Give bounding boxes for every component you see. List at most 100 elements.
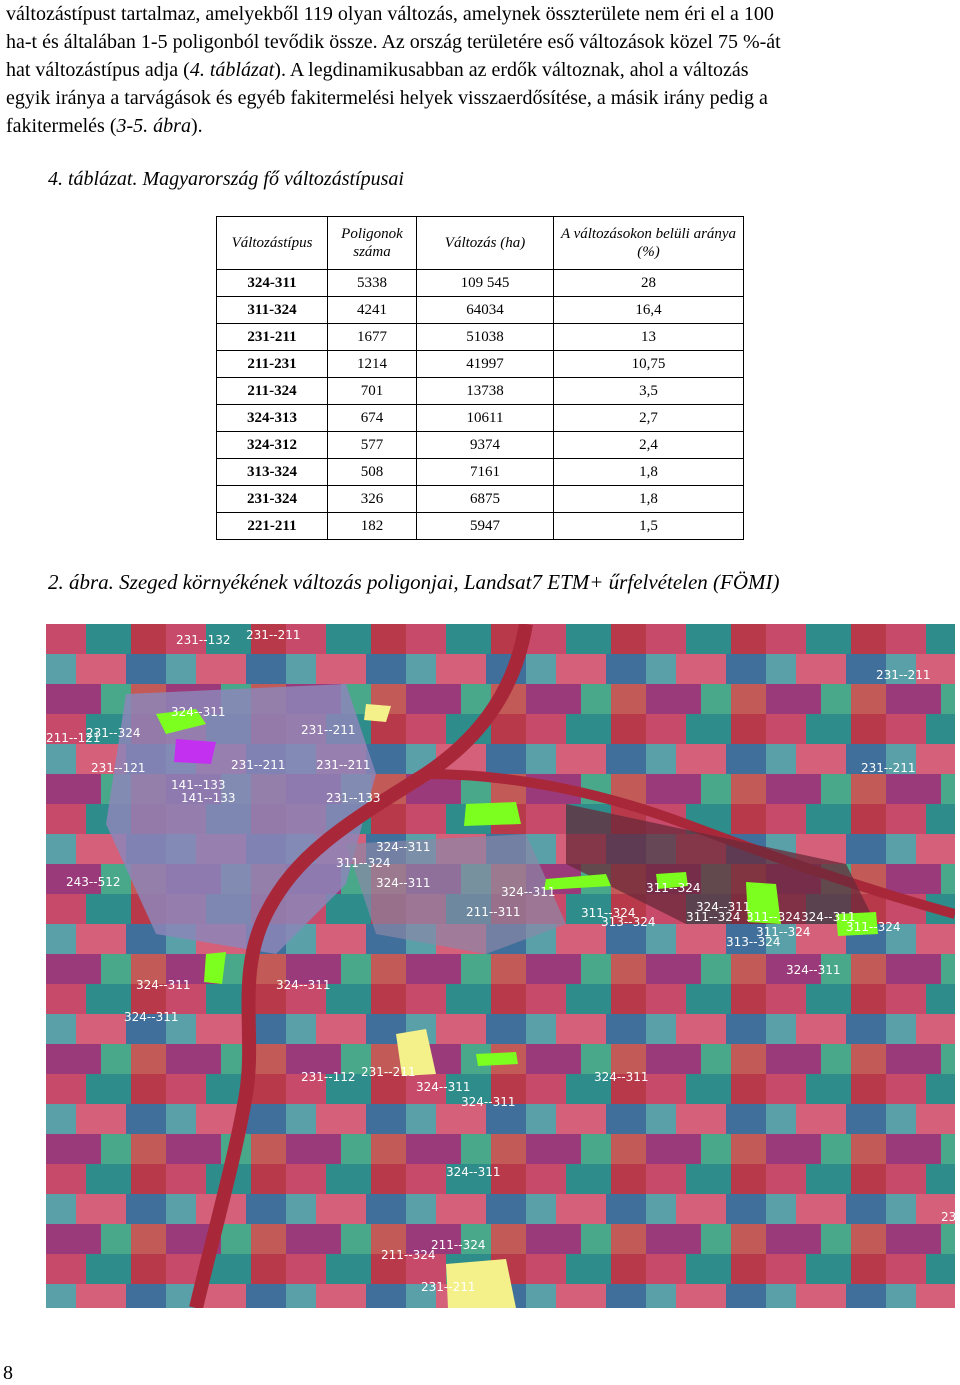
figure-caption: 2. ábra. Szeged környékének változás pol…	[48, 570, 780, 594]
table-cell: 211-231	[216, 350, 328, 378]
floodplain	[566, 804, 876, 924]
body-paragraph: változástípust tartalmaz, amelyekből 119…	[6, 0, 956, 140]
map-label: 313--324	[726, 935, 780, 949]
table-cell: 1,8	[553, 458, 744, 486]
column-header: Változás (ha)	[416, 216, 554, 270]
table-cell: 324-311	[216, 269, 328, 297]
river	[189, 624, 533, 1308]
map-label: 324--311	[376, 876, 430, 890]
map-label-layer: 231--132 231--211231--211324--311211--121…	[46, 628, 955, 1294]
map-label: 141--133	[171, 778, 225, 792]
table-cell: 231-211	[216, 323, 328, 351]
map-label: 211--324	[431, 1238, 485, 1252]
map-label: 231--211	[861, 761, 915, 775]
map-label: 231--211	[876, 668, 930, 682]
table-cell: 326	[327, 485, 417, 513]
map-label: 211--324	[381, 1248, 435, 1262]
table-cell: 674	[327, 404, 417, 432]
column-header: A változásokon belüli aránya (%)	[553, 216, 744, 270]
table-row: 221-211 182 5947 1,5	[216, 512, 744, 540]
map-label: 324--311	[124, 1010, 178, 1024]
table-cell: 1,8	[553, 485, 744, 513]
paragraph-line: ha-t és általában 1-5 poligonból tevődik…	[6, 31, 781, 53]
map-label: 311--324	[756, 925, 810, 939]
map-label: 311--324	[746, 910, 800, 924]
table-cell: 2,7	[553, 404, 744, 432]
table-cell: 231-324	[216, 485, 328, 513]
map-label: 324--311	[446, 1165, 500, 1179]
table-cell: 13	[553, 323, 744, 351]
map-label: 231--132	[176, 633, 230, 647]
paragraph-text: ). A legdinamikusabban az erdők változna…	[274, 59, 749, 81]
table-reference: 4. táblázat	[189, 59, 275, 81]
table-cell: 311-324	[216, 296, 328, 324]
table-cell: 51038	[416, 323, 554, 351]
city-area	[106, 684, 376, 954]
map-label: 324--311	[461, 1095, 515, 1109]
map-label: 324--311	[416, 1080, 470, 1094]
table-cell: 211-324	[216, 377, 328, 405]
map-label: 324--311	[376, 840, 430, 854]
table-row: 231-211 1677 51038 13	[216, 323, 744, 351]
table-cell: 1214	[327, 350, 417, 378]
map-label: 211--311	[466, 905, 520, 919]
map-label: 311--324	[646, 881, 700, 895]
table-row: 313-324 508 7161 1,8	[216, 458, 744, 486]
table-cell: 9374	[416, 431, 554, 459]
paragraph-line: változástípust tartalmaz, amelyekből 119…	[6, 3, 774, 25]
map-label: 231--211	[361, 1065, 415, 1079]
table-cell: 28	[553, 269, 744, 297]
table-caption: 4. táblázat. Magyarország fő változástíp…	[48, 168, 404, 190]
map-label: 311--324	[846, 920, 900, 934]
table-cell: 701	[327, 377, 417, 405]
map-label: 23	[941, 1210, 955, 1224]
map-label: 231--211	[231, 758, 285, 772]
map-label: 231--211	[421, 1280, 475, 1294]
satellite-map-image: 231--132 231--211231--211324--311211--121…	[46, 624, 955, 1308]
table-cell: 3,5	[553, 377, 744, 405]
map-label: 324--311	[501, 885, 555, 899]
map-label: 311--324	[581, 906, 635, 920]
map-label: 231--121	[91, 761, 145, 775]
map-label: 231--211	[316, 758, 370, 772]
table-cell: 324-312	[216, 431, 328, 459]
table-row: 231-324 326 6875 1,8	[216, 485, 744, 513]
map-label: 324--311	[786, 963, 840, 977]
column-header: Változástípus	[216, 216, 328, 270]
table-cell: 7161	[416, 458, 554, 486]
paragraph-line: egyik iránya a tarvágások és egyéb fakit…	[6, 87, 768, 109]
change-type-table: Változástípus Poligonok száma Változás (…	[216, 216, 744, 540]
map-label: 311--324	[336, 856, 390, 870]
paragraph-text: ).	[190, 115, 203, 137]
map-label: 324--311	[696, 900, 750, 914]
map-label: 231--211	[301, 723, 355, 737]
table-cell: 1,5	[553, 512, 744, 540]
map-label: 231--133	[326, 791, 380, 805]
table-cell: 2,4	[553, 431, 744, 459]
column-header: Poligonok száma	[327, 216, 417, 270]
map-label: 141--133	[181, 791, 235, 805]
map-label: 324--311	[276, 978, 330, 992]
table-cell: 10,75	[553, 350, 744, 378]
table-cell: 16,4	[553, 296, 744, 324]
table-cell: 41997	[416, 350, 554, 378]
map-label: 231--112	[301, 1070, 355, 1084]
table-cell: 13738	[416, 377, 554, 405]
map-label: 311--324	[686, 910, 740, 924]
table-cell: 508	[327, 458, 417, 486]
river-tributary	[425, 769, 955, 919]
table-cell: 182	[327, 512, 417, 540]
map-label: 211--121	[46, 731, 100, 745]
figure-reference: 3-5. ábra	[116, 115, 191, 137]
table-cell: 109 545	[416, 269, 554, 297]
table-row: 324-313 674 10611 2,7	[216, 404, 744, 432]
table-row: 324-311 5338 109 545 28	[216, 269, 744, 297]
table-row: 211-324 701 13738 3,5	[216, 377, 744, 405]
paragraph-line: hat változástípus adja (4. táblázat). A …	[6, 56, 956, 84]
map-label: 243--512	[66, 875, 120, 889]
table-cell: 313-324	[216, 458, 328, 486]
table-cell: 221-211	[216, 512, 328, 540]
paragraph-text: fakitermelés (	[6, 115, 117, 137]
table-cell: 1677	[327, 323, 417, 351]
table-cell: 577	[327, 431, 417, 459]
